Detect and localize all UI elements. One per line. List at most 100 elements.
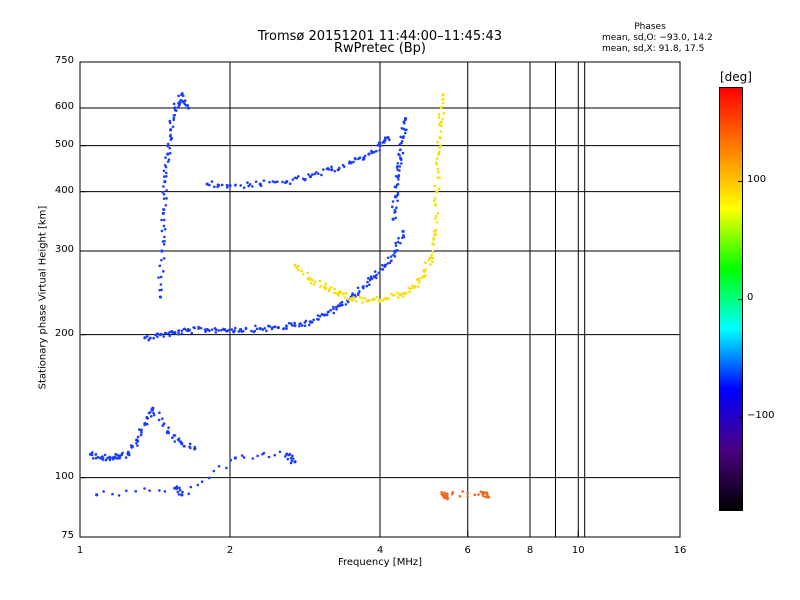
data-point xyxy=(466,491,469,495)
data-point xyxy=(160,288,163,292)
data-point xyxy=(117,457,121,460)
data-point xyxy=(291,454,294,458)
data-point xyxy=(177,332,180,336)
data-point xyxy=(108,458,112,462)
data-point xyxy=(435,157,439,160)
data-point xyxy=(187,492,190,496)
data-point xyxy=(162,218,166,222)
x-tick-label: 16 xyxy=(673,545,687,556)
data-point xyxy=(283,455,287,458)
data-point xyxy=(405,128,408,132)
data-point xyxy=(163,163,167,167)
data-point xyxy=(350,296,353,300)
data-point xyxy=(393,185,397,189)
data-point xyxy=(186,103,189,107)
data-point xyxy=(162,257,166,260)
data-point xyxy=(213,185,216,189)
x-tick-label: 8 xyxy=(526,545,534,556)
data-point xyxy=(173,106,177,110)
data-point xyxy=(162,193,166,196)
data-point xyxy=(439,144,442,147)
data-point xyxy=(159,275,163,279)
data-point xyxy=(293,323,297,328)
data-point xyxy=(168,151,172,155)
data-point xyxy=(398,293,401,296)
data-point xyxy=(312,283,316,286)
data-point xyxy=(173,486,177,490)
y-tick-label: 200 xyxy=(54,327,74,339)
data-point xyxy=(365,299,369,303)
data-point xyxy=(183,445,186,448)
data-point xyxy=(486,495,489,499)
data-point xyxy=(309,281,313,285)
colorbar-tick xyxy=(738,299,743,300)
data-point xyxy=(381,299,384,302)
data-point xyxy=(373,270,377,273)
chart-title: Tromsø 20151201 11:44:00–11:45:43 xyxy=(257,29,503,44)
data-point xyxy=(229,458,233,462)
data-point xyxy=(381,141,385,144)
data-point xyxy=(244,326,248,330)
data-point xyxy=(400,139,404,143)
data-point xyxy=(324,282,327,286)
data-point xyxy=(289,461,293,465)
data-point xyxy=(149,410,152,414)
data-point xyxy=(351,299,354,302)
data-point xyxy=(152,336,156,340)
data-point xyxy=(330,286,333,289)
data-point xyxy=(290,459,294,463)
data-point xyxy=(162,175,166,178)
data-point xyxy=(435,163,439,166)
data-point xyxy=(430,253,434,257)
data-point xyxy=(437,123,441,126)
data-point xyxy=(127,451,131,455)
data-point xyxy=(378,143,382,147)
data-point xyxy=(173,331,177,335)
data-point xyxy=(439,106,443,110)
data-point xyxy=(386,262,390,265)
data-point xyxy=(91,457,95,460)
data-point xyxy=(443,491,446,495)
data-point xyxy=(304,177,307,181)
data-point xyxy=(402,291,405,295)
data-point xyxy=(189,485,193,489)
data-point xyxy=(161,240,165,243)
data-point xyxy=(293,263,297,267)
data-point xyxy=(114,452,117,456)
data-point xyxy=(417,280,421,284)
data-point xyxy=(180,493,184,497)
colorbar-label: [deg] xyxy=(720,70,752,84)
data-point xyxy=(393,251,397,254)
data-point xyxy=(134,490,138,493)
data-point xyxy=(312,318,315,322)
data-point xyxy=(139,433,143,437)
data-point xyxy=(354,299,358,303)
data-point xyxy=(166,144,170,148)
data-point xyxy=(167,158,171,161)
data-point xyxy=(396,296,400,299)
data-point xyxy=(295,176,299,180)
data-point xyxy=(251,185,254,188)
data-point xyxy=(367,298,371,303)
data-point xyxy=(212,469,216,473)
data-point xyxy=(172,116,176,120)
data-point xyxy=(338,291,342,295)
data-point xyxy=(346,297,350,301)
data-point xyxy=(205,182,209,186)
data-point xyxy=(162,335,166,338)
data-point xyxy=(319,285,322,288)
data-point xyxy=(251,457,255,460)
data-point xyxy=(396,240,400,244)
data-point xyxy=(437,113,441,116)
data-point xyxy=(210,180,214,183)
data-point xyxy=(230,328,234,331)
data-point xyxy=(165,174,168,178)
data-point xyxy=(180,332,184,335)
data-point xyxy=(207,476,211,480)
data-point xyxy=(437,116,441,119)
x-tick-label: 1 xyxy=(76,545,84,556)
data-point xyxy=(399,241,402,245)
data-point xyxy=(193,326,196,330)
data-point xyxy=(233,326,237,330)
data-point xyxy=(399,148,402,151)
